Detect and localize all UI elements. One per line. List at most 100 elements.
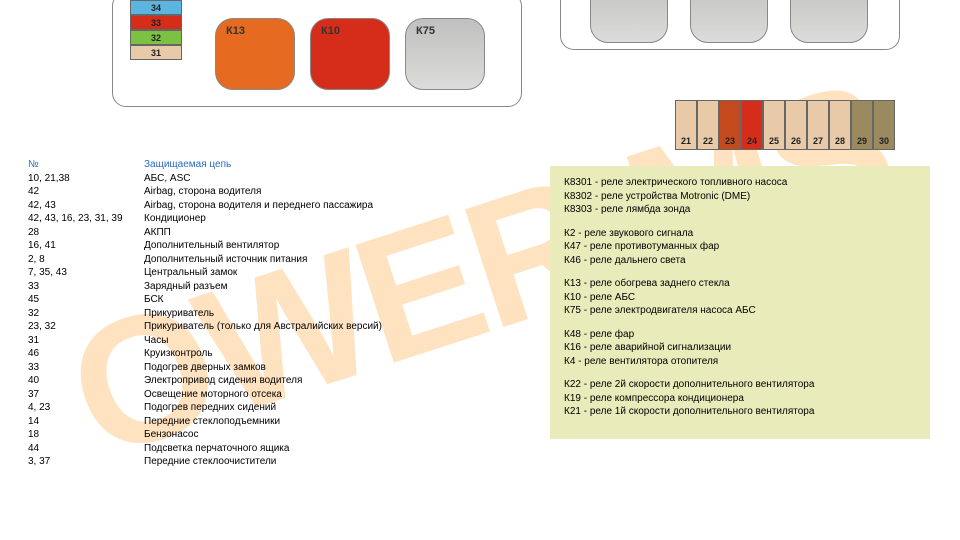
fuse-number: 37 — [28, 388, 144, 402]
relay-legend-block: К13 - реле обогрева заднего стеклаК10 - … — [564, 277, 916, 318]
fuse-circuit: Прикуриватель (только для Австралийских … — [144, 320, 520, 334]
relay-legend-line: К13 - реле обогрева заднего стекла — [564, 277, 916, 291]
relay-К10: К10 — [310, 18, 390, 90]
relay-legend-block: К22 - реле 2й скорости дополнительного в… — [564, 378, 916, 419]
relay-К75: К75 — [405, 18, 485, 90]
table-row: 33Подогрев дверных замков — [28, 361, 520, 375]
fuse-circuit: Бензонасос — [144, 428, 520, 442]
relay-К21: К21 — [790, 0, 868, 43]
relay-legend-line: К4 - реле вентилятора отопителя — [564, 355, 916, 369]
table-row: 42, 43Airbag, сторона водителя и передне… — [28, 199, 520, 213]
fuse-number: 31 — [28, 334, 144, 348]
fuse-circuit: АКПП — [144, 226, 520, 240]
table-row: 7, 35, 43Центральный замок — [28, 266, 520, 280]
relay-legend-line: К10 - реле АБС — [564, 291, 916, 305]
diagram-area: 34333231 К13К10К75К22К19К21 212223242526… — [0, 0, 960, 140]
fuse-circuit: Передние стеклоочистители — [144, 455, 520, 469]
fuse-circuit: Airbag, сторона водителя и переднего пас… — [144, 199, 520, 213]
table-row: 28АКПП — [28, 226, 520, 240]
fuse-circuit: АБС, ASC — [144, 172, 520, 186]
relay-legend-line: К2 - реле звукового сигнала — [564, 227, 916, 241]
relay-label: К75 — [416, 25, 435, 37]
relay-legend-line: К8301 - реле электрического топливного н… — [564, 176, 916, 190]
fuse-circuit: Airbag, сторона водителя — [144, 185, 520, 199]
fuse-32: 32 — [130, 30, 182, 45]
relay-legend-line: К22 - реле 2й скорости дополнительного в… — [564, 378, 916, 392]
fuse-circuit: Круизконтроль — [144, 347, 520, 361]
relay-legend-block: К2 - реле звукового сигналаК47 - реле пр… — [564, 227, 916, 268]
fuse-stack: 34333231 — [130, 0, 182, 60]
fuse-circuit: Подогрев дверных замков — [144, 361, 520, 375]
fuse-table: № Защищаемая цепь 10, 21,38АБС, ASC42Air… — [0, 158, 520, 469]
relay-label: К13 — [226, 25, 245, 37]
fuse-circuit: Освещение моторного отсека — [144, 388, 520, 402]
relay-legend-line: К46 - реле дальнего света — [564, 254, 916, 268]
fuse-number: 42, 43, 16, 23, 31, 39 — [28, 212, 144, 226]
fuse-33: 33 — [130, 15, 182, 30]
fuse-number: 14 — [28, 415, 144, 429]
header-number: № — [28, 158, 144, 172]
relay-К19: К19 — [690, 0, 768, 43]
content: 34333231 К13К10К75К22К19К21 212223242526… — [0, 0, 960, 469]
fuse-circuit: Кондиционер — [144, 212, 520, 226]
relay-legend-line: К47 - реле противотуманных фар — [564, 240, 916, 254]
fuse-number: 3, 37 — [28, 455, 144, 469]
relay-legend-line: К75 - реле электродвигателя насоса АБС — [564, 304, 916, 318]
fuse-number: 46 — [28, 347, 144, 361]
fuse-circuit: Центральный замок — [144, 266, 520, 280]
relay-legend-line: К8302 - реле устройства Motronic (DME) — [564, 190, 916, 204]
header-circuit: Защищаемая цепь — [144, 158, 231, 172]
table-row: 44Подсветка перчаточного ящика — [28, 442, 520, 456]
relay-legend: К8301 - реле электрического топливного н… — [550, 166, 930, 439]
fuse-number: 16, 41 — [28, 239, 144, 253]
fuse-table-body: 10, 21,38АБС, ASC42Airbag, сторона водит… — [28, 172, 520, 469]
fuse-circuit: Электропривод сидения водителя — [144, 374, 520, 388]
relay-legend-line: К16 - реле аварийной сигнализации — [564, 341, 916, 355]
fuse-number: 10, 21,38 — [28, 172, 144, 186]
table-row: 3, 37Передние стеклоочистители — [28, 455, 520, 469]
relay-legend-line: К21 - реле 1й скорости дополнительного в… — [564, 405, 916, 419]
fuse-circuit: Передние стеклоподъемники — [144, 415, 520, 429]
table-row: 42Airbag, сторона водителя — [28, 185, 520, 199]
table-row: 40Электропривод сидения водителя — [28, 374, 520, 388]
fuse-number: 2, 8 — [28, 253, 144, 267]
fuse-circuit: Подогрев передних сидений — [144, 401, 520, 415]
fuse-number: 44 — [28, 442, 144, 456]
fuse-circuit: Прикуриватель — [144, 307, 520, 321]
relay-label: К10 — [321, 25, 340, 37]
table-row: 10, 21,38АБС, ASC — [28, 172, 520, 186]
fuse-number: 4, 23 — [28, 401, 144, 415]
table-row: 37Освещение моторного отсека — [28, 388, 520, 402]
table-row: 42, 43, 16, 23, 31, 39Кондиционер — [28, 212, 520, 226]
table-row: 18Бензонасос — [28, 428, 520, 442]
table-row: 32Прикуриватель — [28, 307, 520, 321]
fuse-number: 33 — [28, 361, 144, 375]
fuse-number: 32 — [28, 307, 144, 321]
lower-section: № Защищаемая цепь 10, 21,38АБС, ASC42Air… — [0, 140, 960, 469]
fuse-number: 28 — [28, 226, 144, 240]
fuse-34: 34 — [130, 0, 182, 15]
fuse-circuit: Дополнительный вентилятор — [144, 239, 520, 253]
relay-legend-line: К19 - реле компрессора кондиционера — [564, 392, 916, 406]
fuse-number: 45 — [28, 293, 144, 307]
table-row: 31Часы — [28, 334, 520, 348]
table-row: 23, 32Прикуриватель (только для Австрали… — [28, 320, 520, 334]
table-row: 33Зарядный разъем — [28, 280, 520, 294]
fuse-circuit: Подсветка перчаточного ящика — [144, 442, 520, 456]
relay-legend-block: К8301 - реле электрического топливного н… — [564, 176, 916, 217]
table-row: 4, 23Подогрев передних сидений — [28, 401, 520, 415]
fuse-number: 18 — [28, 428, 144, 442]
table-row: 16, 41Дополнительный вентилятор — [28, 239, 520, 253]
table-row: 2, 8Дополнительный источник питания — [28, 253, 520, 267]
relay-legend-block: К48 - реле фарК16 - реле аварийной сигна… — [564, 328, 916, 369]
fuse-circuit: БСК — [144, 293, 520, 307]
relay-legend-line: К8303 - реле лямбда зонда — [564, 203, 916, 217]
fuse-31: 31 — [130, 45, 182, 60]
fuse-circuit: Зарядный разъем — [144, 280, 520, 294]
fuse-number: 42 — [28, 185, 144, 199]
fuse-number: 33 — [28, 280, 144, 294]
relay-К13: К13 — [215, 18, 295, 90]
fuse-number: 40 — [28, 374, 144, 388]
fuse-circuit: Дополнительный источник питания — [144, 253, 520, 267]
fuse-number: 7, 35, 43 — [28, 266, 144, 280]
